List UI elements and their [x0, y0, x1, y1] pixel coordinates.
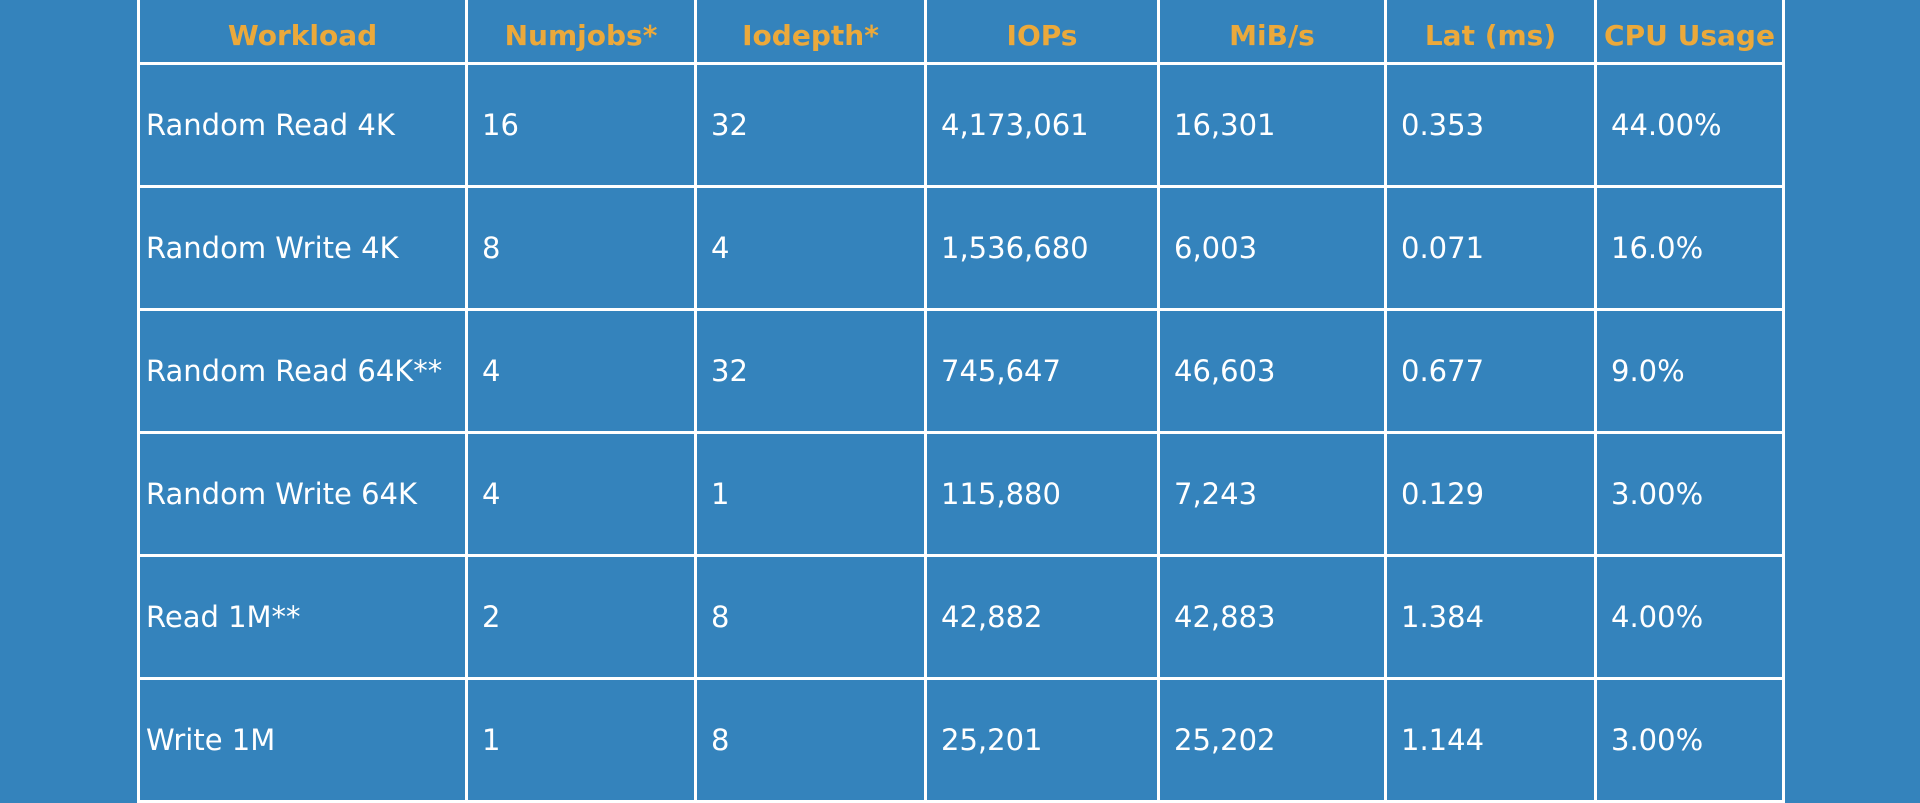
table-row: Write 1M 1 8 25,201 25,202 1.144 3.00% [137, 677, 1785, 803]
table-cell: 1 [694, 431, 927, 557]
table-cell: 3.00% [1594, 677, 1785, 803]
column-header: MiB/s [1157, 0, 1387, 65]
table-cell: 115,880 [924, 431, 1160, 557]
table-row: Random Read 4K 16 32 4,173,061 16,301 0.353 44… [137, 62, 1785, 188]
table-cell: Write 1M [137, 677, 468, 803]
table-cell: 44.00% [1594, 62, 1785, 188]
table-cell: 4 [465, 431, 697, 557]
table-cell: 4 [465, 308, 697, 434]
table-cell: 4,173,061 [924, 62, 1160, 188]
table-cell: 6,003 [1157, 185, 1387, 311]
table-cell: 0.677 [1384, 308, 1597, 434]
table-cell: 25,201 [924, 677, 1160, 803]
table-cell: Read 1M** [137, 554, 468, 680]
column-header: Workload [137, 0, 468, 65]
column-header: CPU Usage [1594, 0, 1785, 65]
table-cell: 1.384 [1384, 554, 1597, 680]
table-cell: 16 [465, 62, 697, 188]
column-header: Numjobs* [465, 0, 697, 65]
table-cell: 745,647 [924, 308, 1160, 434]
table-cell: Random Write 64K [137, 431, 468, 557]
table-cell: 4.00% [1594, 554, 1785, 680]
table-row: Read 1M** 2 8 42,882 42,883 1.384 4.00% [137, 554, 1785, 680]
table-cell: Random Read 64K** [137, 308, 468, 434]
table-cell: 1 [465, 677, 697, 803]
table-cell: 42,883 [1157, 554, 1387, 680]
benchmark-table: Workload Numjobs* Iodepth* IOPs MiB/s Lat (ms… [137, 0, 1785, 803]
table-cell: 8 [694, 677, 927, 803]
table-cell: 0.129 [1384, 431, 1597, 557]
table-cell: 42,882 [924, 554, 1160, 680]
column-header: IOPs [924, 0, 1160, 65]
table-cell: 16,301 [1157, 62, 1387, 188]
table-cell: 4 [694, 185, 927, 311]
table-cell: 7,243 [1157, 431, 1387, 557]
table-cell: 32 [694, 62, 927, 188]
header-row: Workload Numjobs* Iodepth* IOPs MiB/s Lat (ms… [137, 0, 1785, 65]
table-body: Random Read 4K 16 32 4,173,061 16,301 0.353 44… [137, 62, 1785, 803]
table-cell: 1,536,680 [924, 185, 1160, 311]
column-header: Lat (ms) [1384, 0, 1597, 65]
table-cell: 8 [694, 554, 927, 680]
table-row: Random Write 64K 4 1 115,880 7,243 0.129 3.00% [137, 431, 1785, 557]
table-cell: 16.0% [1594, 185, 1785, 311]
table-row: Random Write 4K 8 4 1,536,680 6,003 0.071 16.0… [137, 185, 1785, 311]
table-cell: Random Read 4K [137, 62, 468, 188]
table-cell: 0.353 [1384, 62, 1597, 188]
table-cell: 0.071 [1384, 185, 1597, 311]
table-cell: 9.0% [1594, 308, 1785, 434]
table-cell: 46,603 [1157, 308, 1387, 434]
table-cell: Random Write 4K [137, 185, 468, 311]
table-row: Random Read 64K** 4 32 745,647 46,603 0.677 9.… [137, 308, 1785, 434]
column-header: Iodepth* [694, 0, 927, 65]
table-cell: 2 [465, 554, 697, 680]
table-cell: 3.00% [1594, 431, 1785, 557]
table-cell: 25,202 [1157, 677, 1387, 803]
table-cell: 1.144 [1384, 677, 1597, 803]
table-cell: 32 [694, 308, 927, 434]
table-cell: 8 [465, 185, 697, 311]
